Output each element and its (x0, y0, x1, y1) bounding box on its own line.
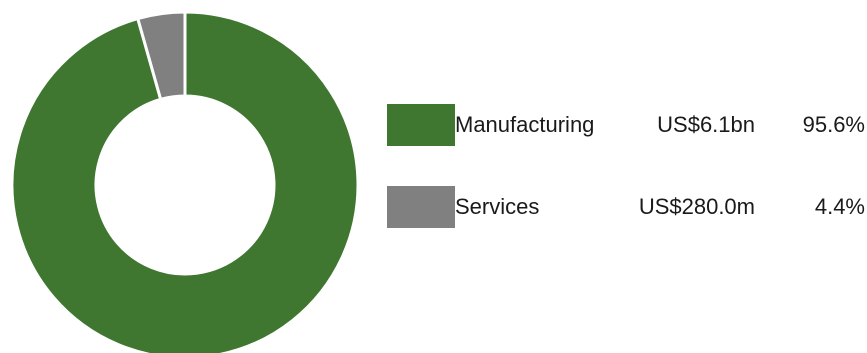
legend-percent-manufacturing: 95.6% (802, 112, 865, 137)
legend-label-manufacturing: Manufacturing (455, 112, 595, 137)
donut-slice-services (135, 10, 187, 102)
donut-slice-manufacturing (10, 10, 360, 353)
legend-swatch-services (387, 186, 455, 228)
legend-swatch-manufacturing (387, 104, 455, 146)
legend-item-services: Services US$280.0m 4.4% (387, 186, 867, 228)
legend-amount-manufacturing: US$6.1bn (657, 112, 755, 137)
legend-amount-services: US$280.0m (638, 194, 755, 219)
legend-percent-services: 4.4% (814, 194, 865, 219)
donut-chart (10, 10, 360, 353)
legend-label-services: Services (455, 194, 540, 219)
legend-item-manufacturing: Manufacturing US$6.1bn 95.6% (387, 104, 867, 146)
